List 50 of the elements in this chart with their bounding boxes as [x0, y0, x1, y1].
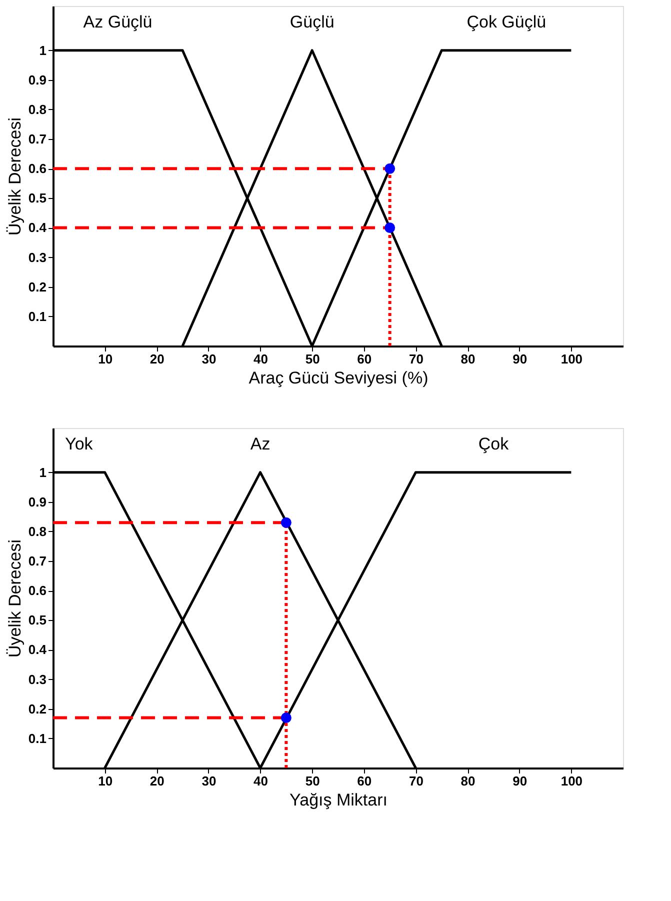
y-tick-label: 1 — [39, 42, 46, 58]
y-tick-label: 0.1 — [28, 308, 46, 324]
y-tick-label: 0.7 — [28, 132, 46, 147]
x-tick-label: 40 — [254, 774, 268, 788]
x-tick-label: 40 — [254, 352, 268, 366]
x-tick-label: 50 — [305, 774, 320, 788]
y-tick-label: 0.8 — [28, 524, 46, 539]
x-axis-title: Araç Gücü Seviyesi (%) — [248, 368, 428, 388]
y-tick-label: 0.5 — [28, 190, 46, 206]
y-tick-label: 0.4 — [28, 220, 48, 236]
series-label: Çok — [478, 434, 510, 454]
y-tick-label: 0.6 — [28, 161, 46, 176]
y-tick-label: 1 — [39, 464, 46, 480]
y-tick-label: 0.2 — [28, 701, 46, 716]
x-tick-label: 30 — [202, 774, 216, 788]
x-tick-label: 90 — [512, 352, 528, 366]
x-tick-label: 10 — [98, 352, 113, 366]
x-tick-label: 50 — [305, 352, 320, 366]
series-label: Az Güçlü — [83, 12, 152, 32]
y-tick-label: 0.3 — [28, 672, 46, 687]
x-tick-label: 60 — [357, 352, 372, 366]
y-tick-label: 0.6 — [28, 583, 46, 598]
y-tick-label: 0.5 — [28, 612, 46, 628]
series-label: Yok — [65, 434, 94, 454]
x-tick-label: 60 — [357, 774, 372, 788]
x-tick-label: 100 — [560, 352, 583, 366]
x-tick-label: 20 — [150, 774, 164, 788]
y-tick-label: 0.3 — [28, 250, 46, 265]
y-tick-label: 0.7 — [28, 554, 46, 569]
x-tick-label: 70 — [408, 774, 424, 788]
y-axis-title: Üyelik Derecesi — [5, 539, 24, 658]
x-tick-label: 70 — [408, 352, 424, 366]
y-tick-label: 0.9 — [28, 72, 46, 88]
y-tick-label: 0.1 — [28, 730, 46, 746]
x-tick-label: 30 — [202, 352, 216, 366]
x-tick-label: 90 — [512, 774, 528, 788]
x-axis-title: Yağış Miktarı — [290, 790, 388, 810]
y-axis-title: Üyelik Derecesi — [5, 117, 24, 236]
y-tick-label: 0.4 — [28, 642, 48, 658]
series-label: Güçlü — [290, 12, 334, 32]
x-tick-label: 80 — [460, 774, 476, 788]
y-tick-label: 0.8 — [28, 102, 46, 117]
y-tick-label: 0.2 — [28, 279, 46, 294]
x-tick-label: 80 — [460, 352, 476, 366]
x-tick-label: 20 — [150, 352, 164, 366]
y-tick-label: 0.9 — [28, 494, 46, 510]
x-tick-label: 10 — [98, 774, 113, 788]
series-label: Az — [250, 434, 270, 454]
x-tick-label: 100 — [560, 774, 583, 788]
series-label: Çok Güçlü — [466, 12, 546, 32]
